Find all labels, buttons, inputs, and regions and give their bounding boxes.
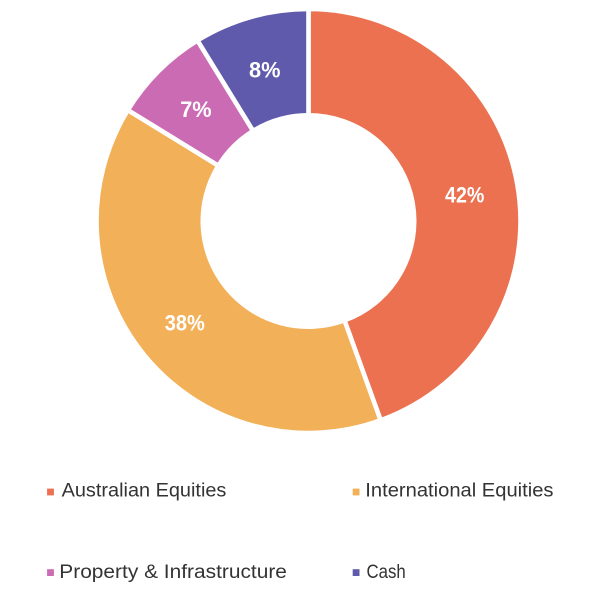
svg-text:8%: 8%: [249, 58, 281, 83]
svg-text:Australian Equities: Australian Equities: [62, 481, 227, 502]
svg-text:International Equities: International Equities: [365, 481, 553, 502]
svg-text:Property & Infrastructure: Property & Infrastructure: [59, 562, 287, 583]
svg-text:Cash: Cash: [367, 562, 406, 583]
svg-text:7%: 7%: [180, 97, 211, 122]
svg-text:42%: 42%: [445, 182, 484, 207]
svg-text:38%: 38%: [165, 310, 205, 335]
